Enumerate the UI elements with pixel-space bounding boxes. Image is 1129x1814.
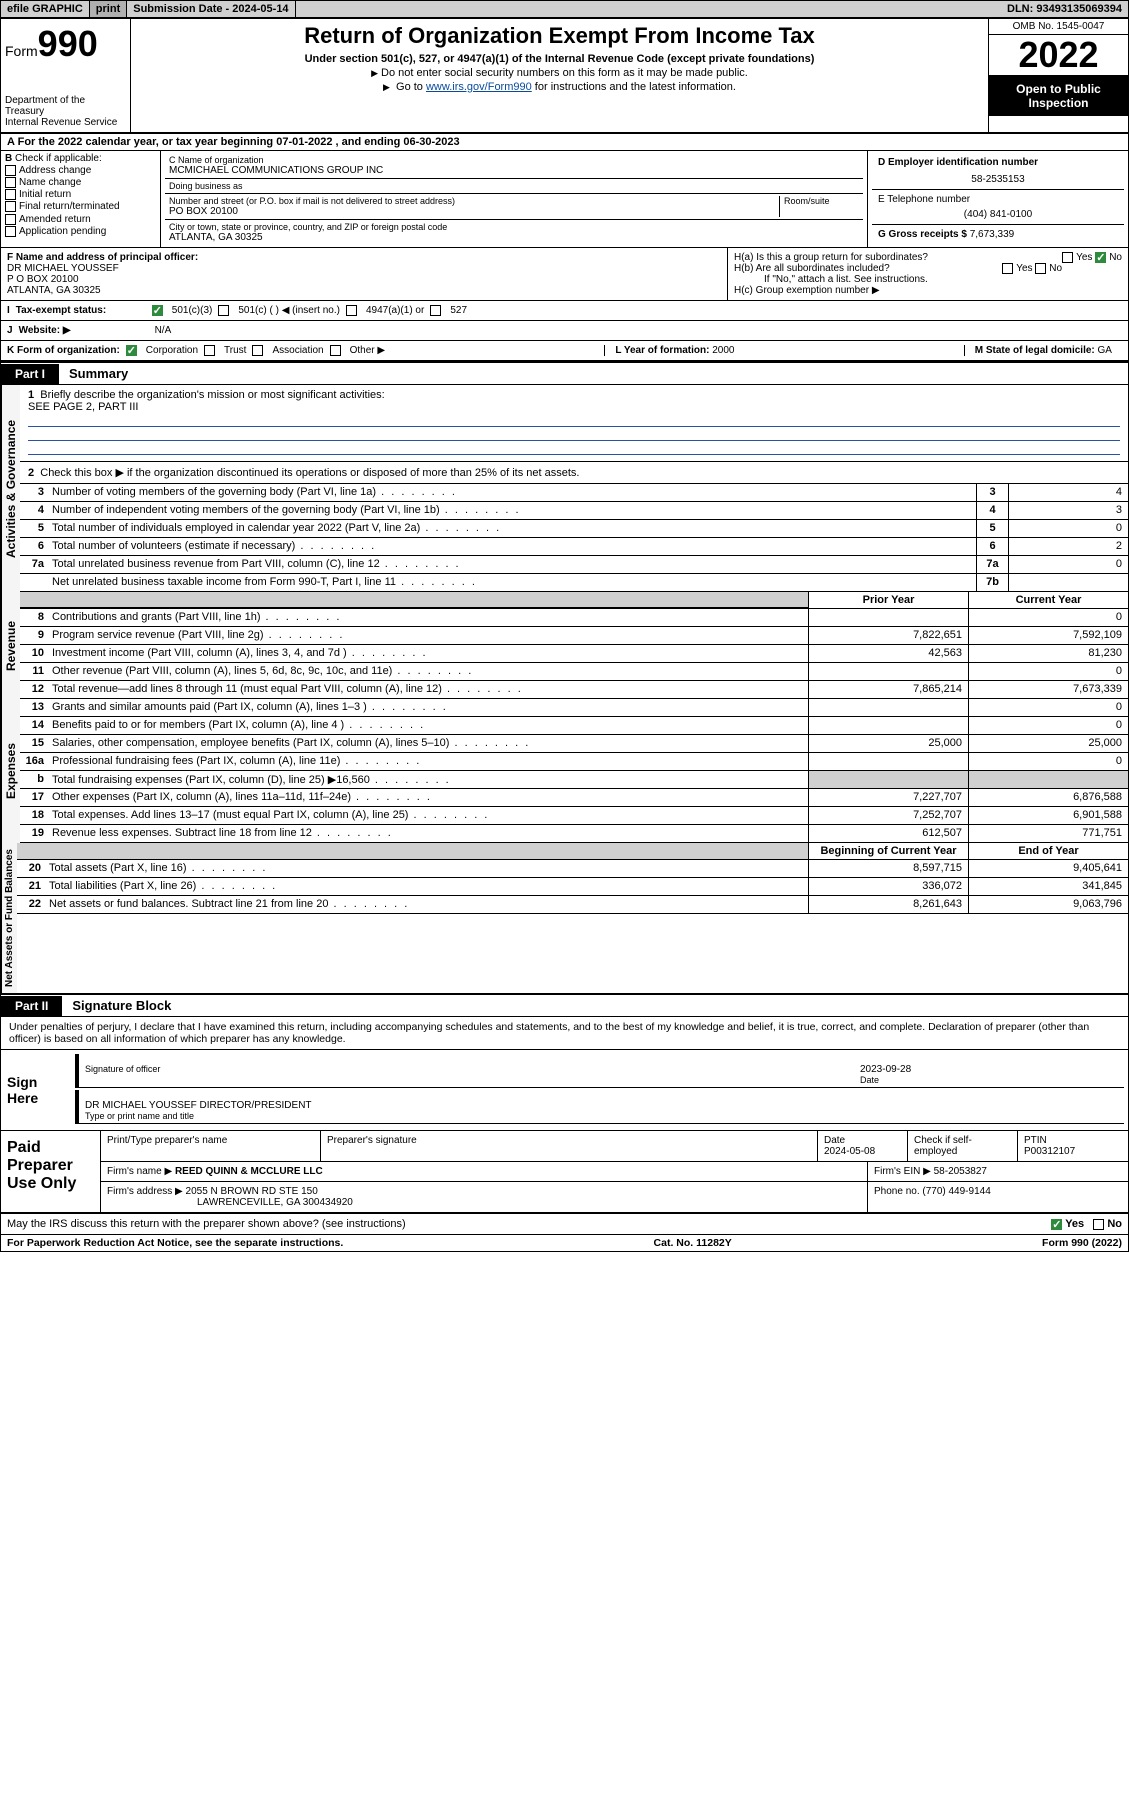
street-address: PO BOX 20100 (169, 206, 779, 217)
chk-501c[interactable] (218, 305, 229, 316)
chk-501c3[interactable] (152, 305, 163, 316)
line-2: 2 Check this box ▶ if the organization d… (20, 462, 1128, 484)
block-FH: F Name and address of principal officer:… (1, 248, 1128, 301)
line-20: 20 Total assets (Part X, line 16) 8,597,… (17, 860, 1128, 878)
form-header: Form990 Department of the Treasury Inter… (1, 19, 1128, 134)
line-11: 11 Other revenue (Part VIII, column (A),… (20, 663, 1128, 681)
chk-discuss-yes[interactable] (1051, 1219, 1062, 1230)
section-netassets: Net Assets or Fund Balances (1, 843, 17, 993)
block-DE: D Employer identification number 58-2535… (868, 151, 1128, 247)
line-7a: 7a Total unrelated business revenue from… (20, 556, 1128, 574)
instructions-link[interactable]: www.irs.gov/Form990 (426, 81, 532, 93)
sign-here-block: Sign Here Signature of officer 2023-09-2… (1, 1050, 1128, 1131)
officer-name: DR MICHAEL YOUSSEF DIRECTOR/PRESIDENT (85, 1100, 312, 1111)
line-b: b Total fundraising expenses (Part IX, c… (20, 771, 1128, 789)
line-17: 17 Other expenses (Part IX, column (A), … (20, 789, 1128, 807)
block-B: B Check if applicable: Address change Na… (1, 151, 161, 247)
section-governance: Activities & Governance (1, 385, 20, 592)
submission-date: Submission Date - 2024-05-14 (127, 1, 295, 17)
net-col-headers: Beginning of Current Year End of Year (17, 843, 1128, 860)
line-7b: Net unrelated business taxable income fr… (20, 574, 1128, 592)
line-KLM: K Form of organization: Corporation Trus… (1, 341, 1128, 361)
dln: DLN: 93493135069394 (1001, 1, 1128, 17)
page-footer: For Paperwork Reduction Act Notice, see … (1, 1235, 1128, 1251)
line-18: 18 Total expenses. Add lines 13–17 (must… (20, 807, 1128, 825)
line-15: 15 Salaries, other compensation, employe… (20, 735, 1128, 753)
firm-name: REED QUINN & MCCLURE LLC (175, 1166, 323, 1177)
line-5: 5 Total number of individuals employed i… (20, 520, 1128, 538)
part1-header: Part I Summary (1, 361, 1128, 385)
header-center: Return of Organization Exempt From Incom… (131, 19, 988, 132)
block-C: C Name of organization MCMICHAEL COMMUNI… (161, 151, 868, 247)
line-1-mission: 1 Briefly describe the organization's mi… (20, 385, 1128, 462)
header-left: Form990 Department of the Treasury Inter… (1, 19, 131, 132)
penalty-text: Under penalties of perjury, I declare th… (1, 1017, 1128, 1050)
org-name: MCMICHAEL COMMUNICATIONS GROUP INC (169, 165, 859, 176)
line-19: 19 Revenue less expenses. Subtract line … (20, 825, 1128, 843)
chk-app-pending[interactable] (5, 226, 16, 237)
efile-label: efile GRAPHIC (1, 1, 90, 17)
line-I: I Tax-exempt status: 501(c)(3) 501(c) ( … (1, 301, 1128, 321)
chk-4947[interactable] (346, 305, 357, 316)
ein: 58-2535153 (878, 174, 1118, 185)
part2-header: Part II Signature Block (1, 993, 1128, 1017)
chk-trust[interactable] (204, 345, 215, 356)
chk-Ha-yes[interactable] (1062, 252, 1073, 263)
line-4: 4 Number of independent voting members o… (20, 502, 1128, 520)
chk-discuss-no[interactable] (1093, 1219, 1104, 1230)
chk-other[interactable] (330, 345, 341, 356)
rev-col-headers: b Prior Year Current Year (20, 592, 1128, 609)
line-6: 6 Total number of volunteers (estimate i… (20, 538, 1128, 556)
form-title: Return of Organization Exempt From Incom… (139, 23, 980, 49)
gross-receipts: 7,673,339 (970, 229, 1015, 240)
ptin: P00312107 (1024, 1146, 1075, 1157)
line-J: J Website: ▶ N/A (1, 321, 1128, 341)
header-right: OMB No. 1545-0047 2022 Open to Public In… (988, 19, 1128, 132)
chk-amended[interactable] (5, 214, 16, 225)
chk-address-change[interactable] (5, 165, 16, 176)
city-state-zip: ATLANTA, GA 30325 (169, 232, 859, 243)
chk-initial-return[interactable] (5, 189, 16, 200)
firm-phone: (770) 449-9144 (922, 1186, 990, 1197)
chk-Hb-yes[interactable] (1002, 263, 1013, 274)
chk-assoc[interactable] (252, 345, 263, 356)
section-revenue: Revenue (1, 592, 20, 699)
prep-date: 2024-05-08 (824, 1146, 875, 1157)
line-8: 8 Contributions and grants (Part VIII, l… (20, 609, 1128, 627)
line-14: 14 Benefits paid to or for members (Part… (20, 717, 1128, 735)
discuss-row: May the IRS discuss this return with the… (1, 1214, 1128, 1235)
line-10: 10 Investment income (Part VIII, column … (20, 645, 1128, 663)
blocks-BCDE: B Check if applicable: Address change Na… (1, 151, 1128, 248)
chk-Ha-no[interactable] (1095, 252, 1106, 263)
chk-Hb-no[interactable] (1035, 263, 1046, 274)
line-13: 13 Grants and similar amounts paid (Part… (20, 699, 1128, 717)
line-9: 9 Program service revenue (Part VIII, li… (20, 627, 1128, 645)
chk-527[interactable] (430, 305, 441, 316)
line-A: A For the 2022 calendar year, or tax yea… (1, 134, 1128, 151)
paid-preparer-block: Paid Preparer Use Only Print/Type prepar… (1, 1131, 1128, 1214)
chk-corp[interactable] (126, 345, 137, 356)
phone: (404) 841-0100 (878, 209, 1118, 220)
tax-year: 2022 (989, 35, 1128, 76)
chk-final-return[interactable] (5, 201, 16, 212)
print-button[interactable]: print (90, 1, 127, 17)
form-main: Form990 Department of the Treasury Inter… (0, 18, 1129, 1252)
line-21: 21 Total liabilities (Part X, line 26) 3… (17, 878, 1128, 896)
line-3: 3 Number of voting members of the govern… (20, 484, 1128, 502)
firm-ein: 58-2053827 (934, 1166, 987, 1177)
top-bar: efile GRAPHIC print Submission Date - 20… (0, 0, 1129, 18)
sign-date: 2023-09-28 (860, 1064, 911, 1075)
chk-name-change[interactable] (5, 177, 16, 188)
line-16a: 16a Professional fundraising fees (Part … (20, 753, 1128, 771)
line-22: 22 Net assets or fund balances. Subtract… (17, 896, 1128, 914)
line-12: 12 Total revenue—add lines 8 through 11 … (20, 681, 1128, 699)
section-expenses: Expenses (1, 699, 20, 843)
